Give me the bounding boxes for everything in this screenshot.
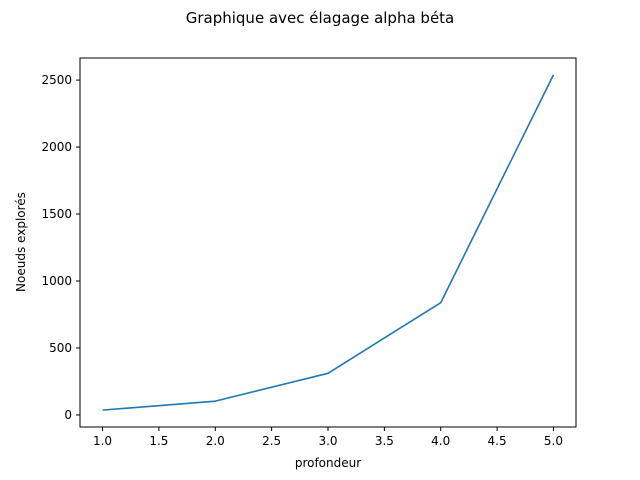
- x-tick-label: 2.0: [206, 434, 225, 448]
- x-axis-label: profondeur: [295, 456, 361, 470]
- y-tick-label: 2000: [41, 140, 72, 154]
- x-tick-label: 5.0: [544, 434, 563, 448]
- y-tick-label: 500: [49, 341, 72, 355]
- plot-frame: [79, 57, 577, 428]
- x-tick-label: 4.0: [431, 434, 450, 448]
- y-tick-label: 1000: [41, 274, 72, 288]
- y-tick-label: 1500: [41, 207, 72, 221]
- y-axis: 0 500 1000 1500 2000 2500: [41, 73, 80, 422]
- x-tick-label: 1.5: [149, 434, 168, 448]
- x-tick-label: 4.5: [488, 434, 507, 448]
- x-tick-label: 3.5: [375, 434, 394, 448]
- y-axis-label: Noeuds explorés: [14, 192, 28, 292]
- chart-title: Graphique avec élagage alpha béta: [186, 9, 455, 27]
- series-group: [102, 74, 555, 411]
- y-tick-label: 2500: [41, 73, 72, 87]
- x-tick-label: 1.0: [93, 434, 112, 448]
- x-tick-label: 3.0: [318, 434, 337, 448]
- series-line: [102, 74, 555, 411]
- x-axis: 1.0 1.5 2.0 2.5 3.0 3.5 4.0 4.5 5.0: [93, 427, 563, 448]
- y-tick-label: 0: [64, 408, 72, 422]
- x-tick-label: 2.5: [262, 434, 281, 448]
